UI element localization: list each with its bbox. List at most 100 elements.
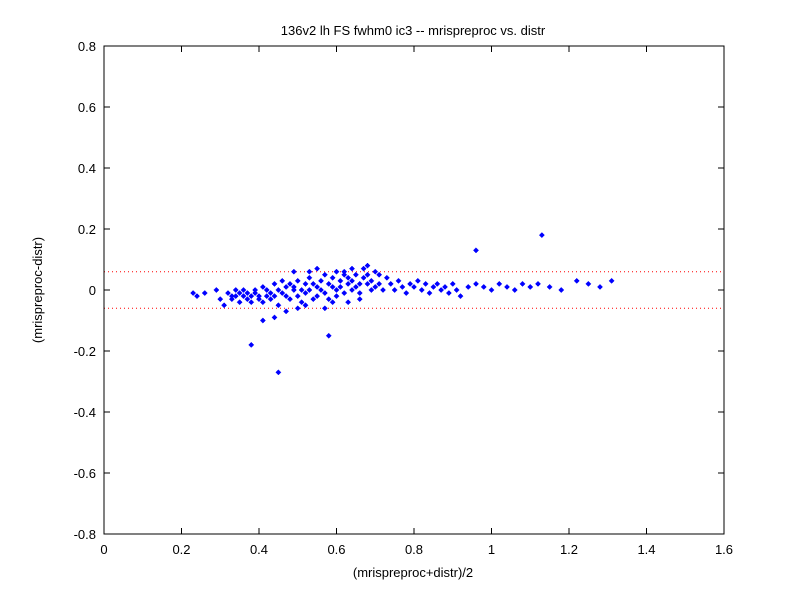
data-point <box>248 299 255 306</box>
data-point <box>546 283 553 290</box>
plot-area-frame <box>103 45 725 535</box>
data-point <box>504 283 510 290</box>
data-point <box>248 293 255 300</box>
data-point <box>372 283 379 290</box>
data-point <box>213 287 220 293</box>
data-point <box>387 280 394 287</box>
data-point <box>306 274 313 281</box>
x-tick-label: 1.6 <box>715 542 733 557</box>
data-point <box>442 283 448 290</box>
data-point <box>341 290 348 297</box>
data-point <box>256 293 262 300</box>
data-point <box>287 296 293 303</box>
data-point <box>321 271 328 278</box>
chart-title: 136v2 lh FS fwhm0 ic3 -- mrispreproc vs.… <box>281 23 546 38</box>
data-point <box>283 283 290 290</box>
data-point <box>345 274 352 281</box>
data-point <box>519 280 526 287</box>
data-point <box>314 283 321 290</box>
x-tick-label: 0.6 <box>327 542 345 557</box>
data-point <box>558 287 565 293</box>
data-point <box>290 268 297 275</box>
data-point <box>337 277 344 284</box>
data-point <box>318 287 324 293</box>
y-axis-ticks: -0.8 -0.6 -0.4 -0.2 0 0.2 0.4 0.6 0.8 <box>74 39 724 542</box>
data-point <box>430 283 437 290</box>
data-point <box>283 308 290 315</box>
y-tick-label: -0.2 <box>74 344 96 359</box>
data-point <box>473 280 479 287</box>
data-point <box>488 287 495 293</box>
data-point <box>585 280 592 287</box>
data-point <box>480 283 487 290</box>
data-point <box>333 287 340 293</box>
data-point <box>453 287 460 293</box>
data-point <box>201 290 208 297</box>
data-point <box>256 296 262 303</box>
data-point <box>445 290 452 297</box>
data-point <box>360 265 367 272</box>
data-point <box>356 296 363 303</box>
data-point <box>314 265 321 272</box>
data-point <box>302 290 309 297</box>
data-point <box>236 299 243 306</box>
data-point <box>275 302 282 309</box>
x-tick-label: 1.4 <box>637 542 655 557</box>
data-point <box>329 283 336 290</box>
data-point <box>364 271 371 278</box>
data-point <box>275 369 282 376</box>
data-points <box>190 232 615 376</box>
data-point <box>267 296 274 303</box>
x-axis-ticks: 0 0.2 0.4 0.6 0.8 1 1.2 1.4 1.6 <box>100 46 733 557</box>
reference-lines <box>104 271 724 309</box>
data-point <box>538 232 545 239</box>
data-point <box>232 293 239 300</box>
data-point <box>457 293 464 300</box>
data-point <box>267 290 274 297</box>
data-point <box>407 280 414 287</box>
x-tick-label: 0.4 <box>250 542 268 557</box>
data-point <box>259 299 266 306</box>
data-point <box>325 296 332 303</box>
data-point <box>368 287 375 293</box>
x-tick-label: 1 <box>488 542 495 557</box>
data-point <box>306 287 313 293</box>
x-axis-label: (mrispreproc+distr)/2 <box>353 565 473 580</box>
data-point <box>473 247 479 254</box>
data-point <box>310 280 317 287</box>
data-point <box>380 287 386 293</box>
data-point <box>275 287 282 293</box>
data-point <box>271 280 278 287</box>
data-point <box>434 280 441 287</box>
data-point <box>573 277 580 284</box>
data-point <box>403 290 410 297</box>
data-point <box>376 271 383 278</box>
data-point <box>321 305 328 312</box>
data-point <box>290 287 297 293</box>
y-tick-label: -0.6 <box>74 466 96 481</box>
data-point <box>349 265 355 272</box>
data-point <box>341 271 348 278</box>
data-point <box>263 293 270 300</box>
data-point <box>337 283 344 290</box>
data-point <box>438 287 445 293</box>
data-point <box>221 302 228 309</box>
data-point <box>329 299 336 306</box>
data-point <box>318 277 324 284</box>
data-point <box>426 290 433 297</box>
data-point <box>298 299 305 306</box>
data-point <box>383 274 390 281</box>
data-point <box>228 296 235 303</box>
data-point <box>349 277 355 284</box>
data-point <box>527 283 534 290</box>
data-point <box>259 283 266 290</box>
data-point <box>263 287 270 293</box>
data-point <box>345 280 352 287</box>
data-point <box>302 280 309 287</box>
data-point <box>364 262 371 269</box>
data-point <box>244 296 251 303</box>
data-point <box>449 280 456 287</box>
data-point <box>306 268 313 275</box>
y-tick-label: 0.4 <box>78 161 96 176</box>
